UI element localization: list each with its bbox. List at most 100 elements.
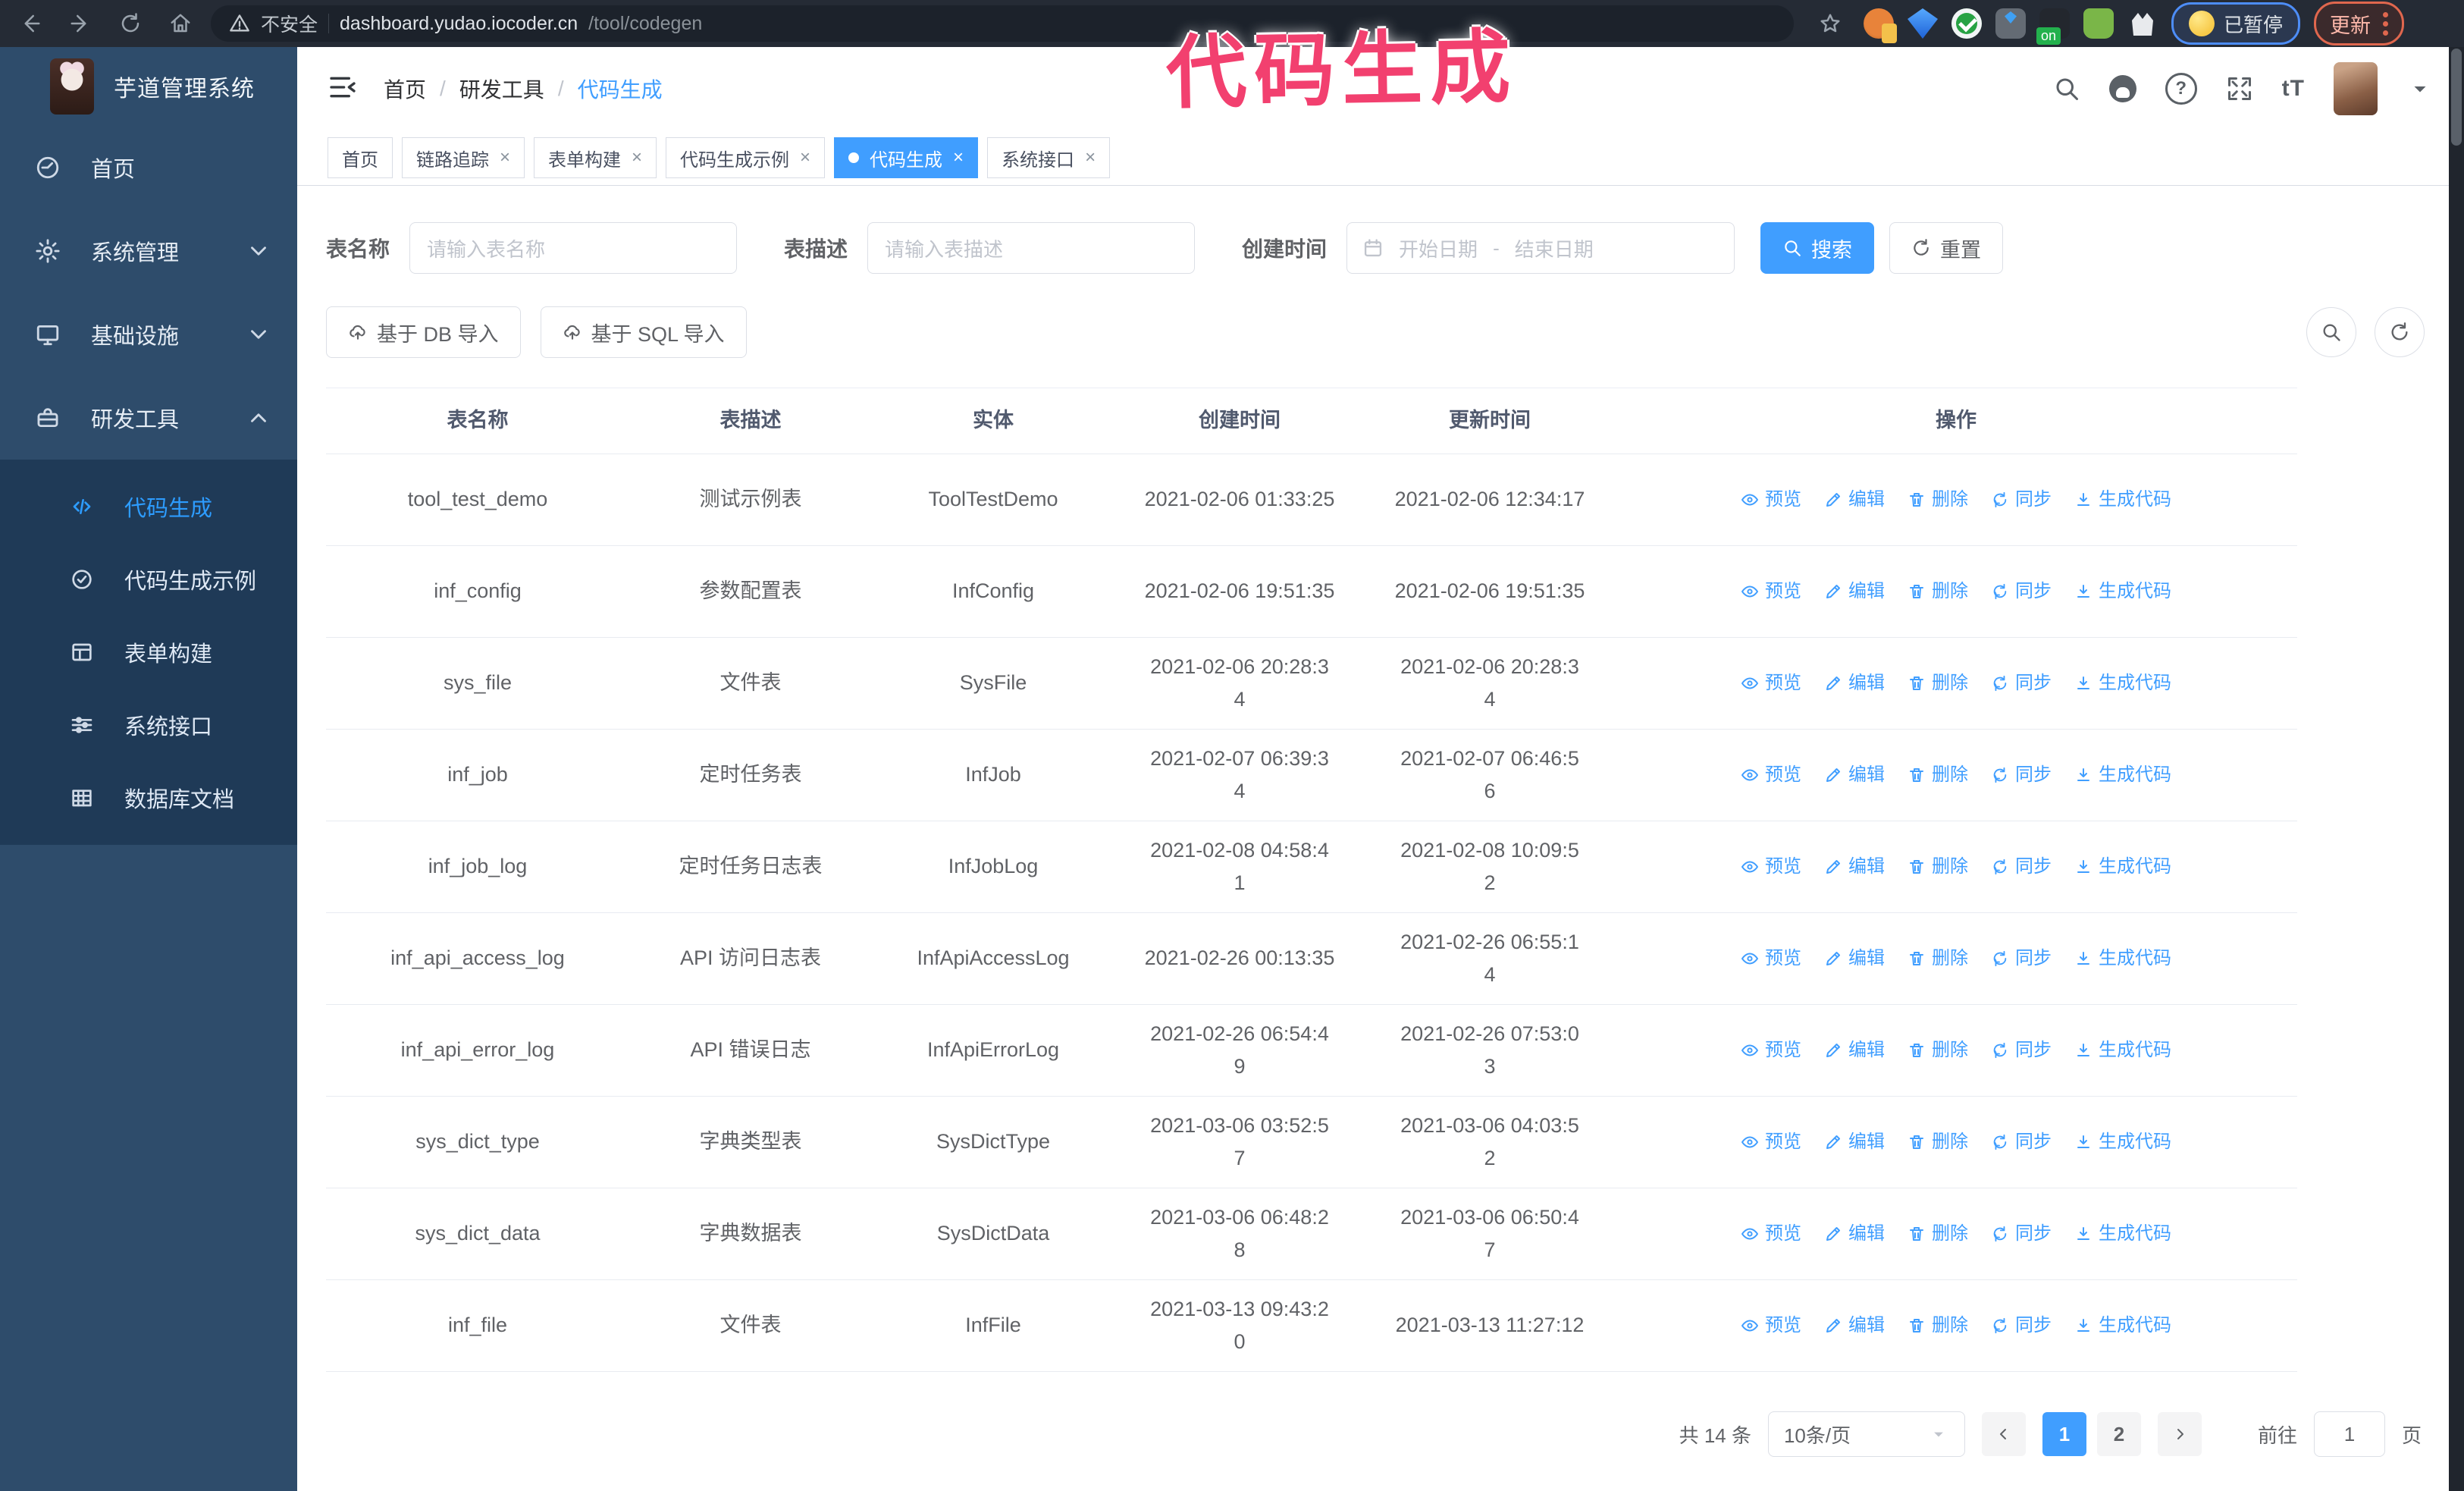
collapse-menu-icon[interactable] <box>328 72 358 106</box>
extension-icon[interactable] <box>1908 8 1938 39</box>
sync-link[interactable]: 同步 <box>1991 669 2052 698</box>
prev-page-button[interactable] <box>1982 1412 2026 1456</box>
edit-link[interactable]: 编辑 <box>1824 852 1885 881</box>
breadcrumb-home[interactable]: 首页 <box>384 74 426 104</box>
delete-link[interactable]: 删除 <box>1908 944 1968 973</box>
tab-codegen[interactable]: 代码生成× <box>834 137 978 178</box>
sidebar-item-infra[interactable]: 基础设施 <box>0 293 297 376</box>
scrollbar-thumb[interactable] <box>2451 49 2462 146</box>
generate-code-link[interactable]: 生成代码 <box>2074 944 2171 973</box>
tab-system-api[interactable]: 系统接口× <box>987 137 1110 178</box>
sync-link[interactable]: 同步 <box>1991 761 2052 789</box>
preview-link[interactable]: 预览 <box>1741 485 1801 514</box>
sync-link[interactable]: 同步 <box>1991 1311 2052 1340</box>
delete-link[interactable]: 删除 <box>1908 1311 1968 1340</box>
close-tab-icon[interactable]: × <box>500 147 510 168</box>
generate-code-link[interactable]: 生成代码 <box>2074 485 2171 514</box>
extension-icon[interactable] <box>1995 8 2026 39</box>
edit-link[interactable]: 编辑 <box>1824 761 1885 789</box>
sync-link[interactable]: 同步 <box>1991 1128 2052 1157</box>
preview-link[interactable]: 预览 <box>1741 1036 1801 1065</box>
preview-link[interactable]: 预览 <box>1741 1128 1801 1157</box>
sidebar-subitem-codegen[interactable]: 代码生成 <box>0 470 297 543</box>
sync-link[interactable]: 同步 <box>1991 485 2052 514</box>
sync-link[interactable]: 同步 <box>1991 1036 2052 1065</box>
sidebar-item-system[interactable]: 系统管理 <box>0 209 297 293</box>
sidebar-item-devtools[interactable]: 研发工具 <box>0 376 297 460</box>
generate-code-link[interactable]: 生成代码 <box>2074 852 2171 881</box>
profile-paused-badge[interactable]: 已暂停 <box>2171 2 2300 45</box>
extension-icon[interactable] <box>1864 8 1894 39</box>
browser-update-button[interactable]: 更新 <box>2314 2 2404 46</box>
font-size-icon[interactable]: tT <box>2282 76 2305 102</box>
github-icon[interactable] <box>2109 75 2136 102</box>
sidebar-subitem-system-api[interactable]: 系统接口 <box>0 689 297 761</box>
preview-link[interactable]: 预览 <box>1741 1219 1801 1248</box>
generate-code-link[interactable]: 生成代码 <box>2074 761 2171 789</box>
sync-link[interactable]: 同步 <box>1991 577 2052 606</box>
logo[interactable]: 芋道管理系统 <box>0 47 297 126</box>
delete-link[interactable]: 删除 <box>1908 485 1968 514</box>
close-tab-icon[interactable]: × <box>953 147 964 168</box>
delete-link[interactable]: 删除 <box>1908 761 1968 789</box>
tab-home[interactable]: 首页 <box>328 137 393 178</box>
tab-codegen-example[interactable]: 代码生成示例× <box>666 137 825 178</box>
browser-menu-icon[interactable] <box>2383 12 2388 36</box>
page-button-1[interactable]: 1 <box>2042 1412 2086 1456</box>
sidebar-subitem-form-builder[interactable]: 表单构建 <box>0 616 297 689</box>
avatar-caret-icon[interactable] <box>2406 75 2434 102</box>
browser-forward-button[interactable] <box>61 4 100 43</box>
table-desc-input[interactable]: 请输入表描述 <box>867 222 1195 274</box>
sync-link[interactable]: 同步 <box>1991 1219 2052 1248</box>
preview-link[interactable]: 预览 <box>1741 852 1801 881</box>
table-name-input[interactable]: 请输入表名称 <box>409 222 737 274</box>
close-tab-icon[interactable]: × <box>800 147 810 168</box>
generate-code-link[interactable]: 生成代码 <box>2074 1311 2171 1340</box>
page-size-select[interactable]: 10条/页 <box>1768 1411 1965 1457</box>
preview-link[interactable]: 预览 <box>1741 761 1801 789</box>
sidebar-item-home[interactable]: 首页 <box>0 126 297 209</box>
page-scrollbar[interactable] <box>2449 47 2464 1491</box>
extension-icon[interactable] <box>1951 8 1982 39</box>
user-avatar[interactable] <box>2334 62 2378 115</box>
close-tab-icon[interactable]: × <box>632 147 642 168</box>
tab-tracing[interactable]: 链路追踪× <box>402 137 525 178</box>
edit-link[interactable]: 编辑 <box>1824 944 1885 973</box>
generate-code-link[interactable]: 生成代码 <box>2074 1036 2171 1065</box>
edit-link[interactable]: 编辑 <box>1824 577 1885 606</box>
toggle-search-button[interactable] <box>2306 307 2356 357</box>
create-time-range-picker[interactable]: 开始日期 - 结束日期 <box>1346 222 1735 274</box>
breadcrumb-devtools[interactable]: 研发工具 <box>459 74 544 104</box>
tab-form-builder[interactable]: 表单构建× <box>534 137 657 178</box>
refresh-table-button[interactable] <box>2375 307 2425 357</box>
preview-link[interactable]: 预览 <box>1741 669 1801 698</box>
delete-link[interactable]: 删除 <box>1908 577 1968 606</box>
reset-button[interactable]: 重置 <box>1889 222 2003 274</box>
help-icon[interactable]: ? <box>2165 73 2197 105</box>
preview-link[interactable]: 预览 <box>1741 577 1801 606</box>
page-button-2[interactable]: 2 <box>2097 1412 2141 1456</box>
preview-link[interactable]: 预览 <box>1741 944 1801 973</box>
browser-home-button[interactable] <box>161 4 200 43</box>
delete-link[interactable]: 删除 <box>1908 1219 1968 1248</box>
extension-icon[interactable] <box>2083 8 2114 39</box>
edit-link[interactable]: 编辑 <box>1824 1311 1885 1340</box>
extension-icon[interactable] <box>2127 8 2158 39</box>
generate-code-link[interactable]: 生成代码 <box>2074 669 2171 698</box>
edit-link[interactable]: 编辑 <box>1824 1036 1885 1065</box>
edit-link[interactable]: 编辑 <box>1824 669 1885 698</box>
edit-link[interactable]: 编辑 <box>1824 485 1885 514</box>
sidebar-subitem-codegen-example[interactable]: 代码生成示例 <box>0 543 297 616</box>
sidebar-subitem-db-doc[interactable]: 数据库文档 <box>0 761 297 834</box>
generate-code-link[interactable]: 生成代码 <box>2074 577 2171 606</box>
search-button[interactable]: 搜索 <box>1760 222 1874 274</box>
sync-link[interactable]: 同步 <box>1991 944 2052 973</box>
browser-reload-button[interactable] <box>111 4 150 43</box>
delete-link[interactable]: 删除 <box>1908 1128 1968 1157</box>
bookmark-star-icon[interactable] <box>1810 4 1850 43</box>
edit-link[interactable]: 编辑 <box>1824 1219 1885 1248</box>
preview-link[interactable]: 预览 <box>1741 1311 1801 1340</box>
search-icon[interactable] <box>2053 75 2080 102</box>
sync-link[interactable]: 同步 <box>1991 852 2052 881</box>
browser-back-button[interactable] <box>11 4 50 43</box>
